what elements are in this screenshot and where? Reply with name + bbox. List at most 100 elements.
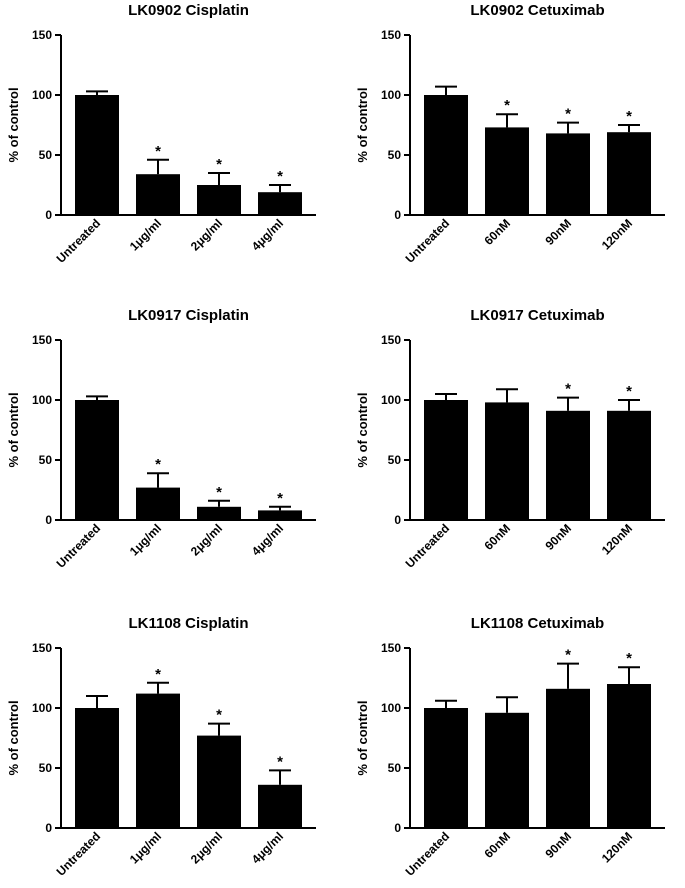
chart-5-bar-3 <box>197 735 241 828</box>
chart-2-category-label-2: 60nM <box>482 216 514 248</box>
chart-6-bar-2 <box>485 712 529 828</box>
chart-5-significance-2: * <box>155 666 161 683</box>
chart-1-category-label-4: 4μg/ml <box>249 216 286 253</box>
chart-5-bar-4 <box>258 784 302 828</box>
chart-5-y-axis-label: % of control <box>6 700 21 775</box>
chart-1-category-label-1: Untreated <box>54 216 104 266</box>
chart-3: LK0917 Cisplatin % of control 0 50 100 150 Unt… <box>6 307 316 571</box>
chart-3-bar-2 <box>136 487 180 520</box>
chart-2-bar-3 <box>546 133 590 215</box>
chart-6-significance-4: * <box>626 650 632 667</box>
chart-3-y-tick-label-150: 150 <box>32 333 52 347</box>
chart-6-bar-3 <box>546 688 590 828</box>
chart-5-significance-3: * <box>216 707 222 724</box>
chart-2-category-label-4: 120nM <box>599 216 635 252</box>
chart-4-category-label-2: 60nM <box>482 521 514 553</box>
chart-3-category-label-4: 4μg/ml <box>249 521 286 558</box>
chart-6-y-tick-label-150: 150 <box>381 641 401 655</box>
chart-6-y-tick-label-100: 100 <box>381 701 401 715</box>
chart-2-y-tick-label-150: 150 <box>381 28 401 42</box>
chart-1-bar-3 <box>197 185 241 215</box>
chart-5-significance-4: * <box>277 753 283 770</box>
chart-6-bar-1 <box>424 708 468 828</box>
chart-1-y-axis-label: % of control <box>6 87 21 162</box>
chart-4-title: LK0917 Cetuximab <box>470 307 604 324</box>
chart-4-y-tick-label-100: 100 <box>381 393 401 407</box>
chart-5-category-label-1: Untreated <box>54 829 104 879</box>
chart-1-significance-3: * <box>216 156 222 173</box>
chart-5-title: LK1108 Cisplatin <box>128 615 248 632</box>
chart-6-category-label-3: 90nM <box>543 829 575 861</box>
chart-5-y-tick-label-100: 100 <box>32 701 52 715</box>
chart-2: LK0902 Cetuximab % of control 0 50 100 150 Unt… <box>355 2 665 266</box>
chart-4-bar-2 <box>485 402 529 520</box>
chart-5-y-tick-label-150: 150 <box>32 641 52 655</box>
chart-3-bar-3 <box>197 506 241 520</box>
chart-2-category-label-1: Untreated <box>403 216 453 266</box>
chart-4-category-label-4: 120nM <box>599 521 635 557</box>
chart-4-y-tick-label-50: 50 <box>388 453 402 467</box>
chart-4-bar-3 <box>546 410 590 520</box>
chart-4-y-tick-label-150: 150 <box>381 333 401 347</box>
chart-4-category-label-1: Untreated <box>403 521 453 571</box>
chart-5: LK1108 Cisplatin % of control 0 50 100 150 Unt… <box>6 615 316 879</box>
chart-6-category-label-1: Untreated <box>403 829 453 879</box>
chart-3-y-tick-label-100: 100 <box>32 393 52 407</box>
chart-2-title: LK0902 Cetuximab <box>470 2 604 19</box>
chart-1-significance-4: * <box>277 168 283 185</box>
chart-4-significance-4: * <box>626 383 632 400</box>
chart-6-y-tick-label-0: 0 <box>394 821 401 835</box>
chart-5-y-tick-label-50: 50 <box>39 761 53 775</box>
chart-1-bar-4 <box>258 192 302 215</box>
chart-6-bar-4 <box>607 684 651 828</box>
chart-2-y-axis-label: % of control <box>355 87 370 162</box>
chart-2-bar-4 <box>607 132 651 215</box>
chart-4-bar-4 <box>607 410 651 520</box>
chart-3-bar-1 <box>75 400 119 520</box>
chart-5-category-label-3: 2μg/ml <box>188 829 225 866</box>
chart-4-category-label-3: 90nM <box>543 521 575 553</box>
chart-1-y-tick-label-0: 0 <box>45 208 52 222</box>
chart-3-significance-3: * <box>216 484 222 501</box>
chart-4-y-tick-label-0: 0 <box>394 513 401 527</box>
chart-3-category-label-3: 2μg/ml <box>188 521 225 558</box>
chart-2-bar-2 <box>485 127 529 215</box>
chart-3-significance-2: * <box>155 456 161 473</box>
chart-1-title: LK0902 Cisplatin <box>128 2 249 19</box>
chart-3-title: LK0917 Cisplatin <box>128 307 249 324</box>
chart-2-significance-2: * <box>504 97 510 114</box>
chart-2-y-tick-label-0: 0 <box>394 208 401 222</box>
chart-3-bar-4 <box>258 510 302 520</box>
chart-3-y-axis-label: % of control <box>6 392 21 467</box>
chart-1-y-tick-label-50: 50 <box>39 148 53 162</box>
chart-1-y-tick-label-100: 100 <box>32 88 52 102</box>
chart-6-y-tick-label-50: 50 <box>388 761 402 775</box>
chart-3-category-label-2: 1μg/ml <box>127 521 164 558</box>
chart-1-significance-2: * <box>155 143 161 160</box>
chart-2-y-tick-label-100: 100 <box>381 88 401 102</box>
chart-6-y-axis-label: % of control <box>355 700 370 775</box>
chart-6-category-label-4: 120nM <box>599 829 635 865</box>
chart-1-bar-1 <box>75 95 119 215</box>
chart-1-category-label-2: 1μg/ml <box>127 216 164 253</box>
chart-6-category-label-2: 60nM <box>482 829 514 861</box>
chart-2-bar-1 <box>424 95 468 215</box>
chart-5-category-label-4: 4μg/ml <box>249 829 286 866</box>
chart-1-bar-2 <box>136 174 180 215</box>
chart-5-category-label-2: 1μg/ml <box>127 829 164 866</box>
chart-6-title: LK1108 Cetuximab <box>471 615 604 632</box>
chart-3-category-label-1: Untreated <box>54 521 104 571</box>
chart-3-y-tick-label-50: 50 <box>39 453 53 467</box>
chart-6-significance-3: * <box>565 647 571 664</box>
chart-2-significance-4: * <box>626 108 632 125</box>
chart-3-y-tick-label-0: 0 <box>45 513 52 527</box>
chart-4: LK0917 Cetuximab % of control 0 50 100 150 Unt… <box>355 307 665 571</box>
chart-5-bar-2 <box>136 693 180 828</box>
chart-5-y-tick-label-0: 0 <box>45 821 52 835</box>
chart-4-significance-3: * <box>565 381 571 398</box>
chart-4-y-axis-label: % of control <box>355 392 370 467</box>
chart-2-y-tick-label-50: 50 <box>388 148 402 162</box>
chart-3-significance-4: * <box>277 490 283 507</box>
chart-1-y-tick-label-150: 150 <box>32 28 52 42</box>
